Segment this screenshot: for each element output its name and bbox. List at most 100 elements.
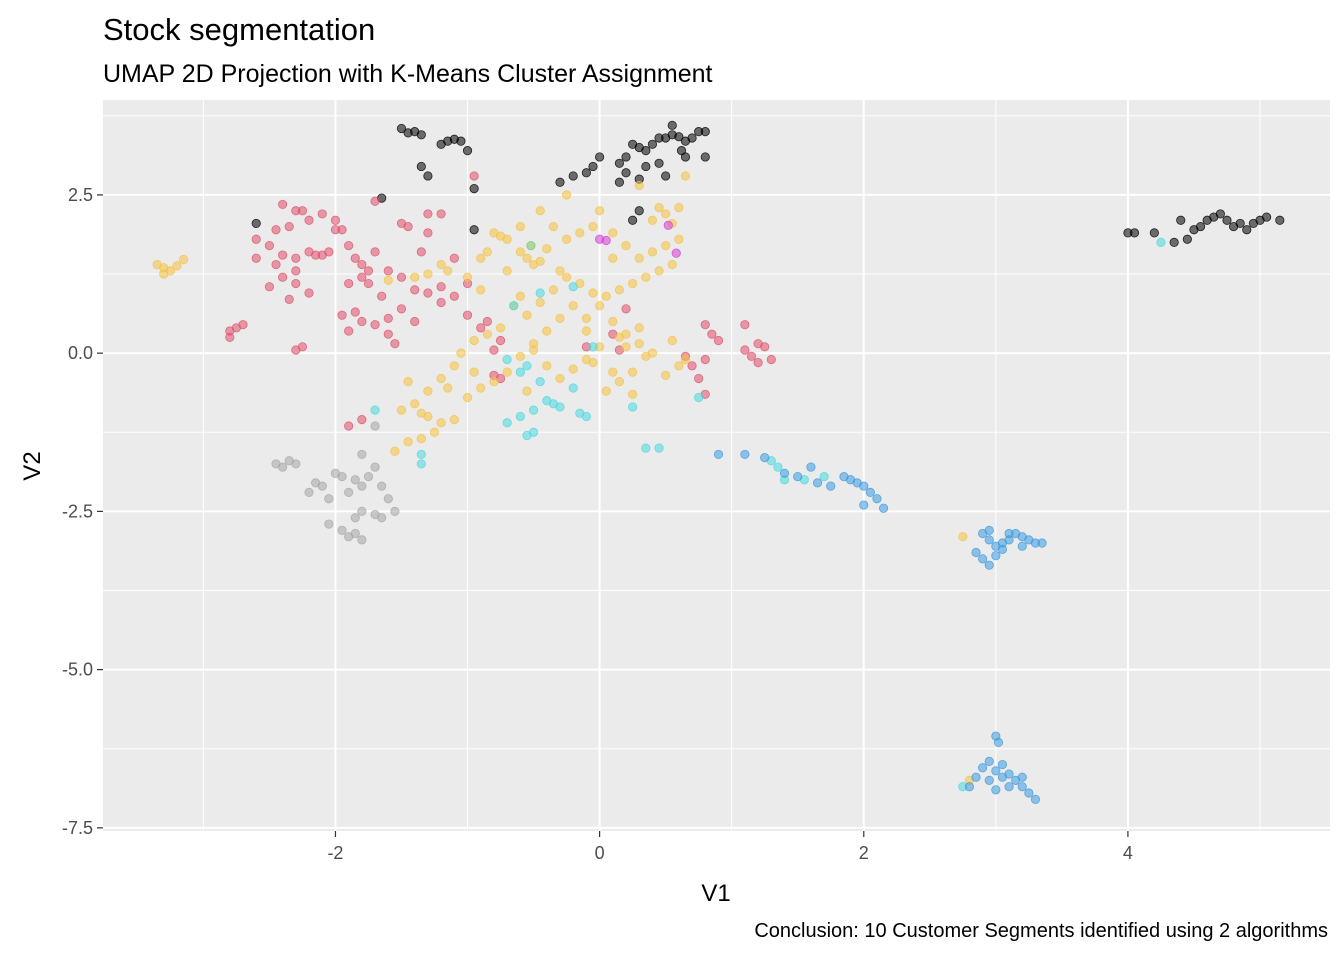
cluster-3-point [614,285,625,295]
x-axis-title: V1 [701,880,730,907]
cluster-2-point [462,310,473,320]
cluster-1-point [588,161,598,172]
cluster-3-point [159,269,169,279]
cluster-3-point [595,206,605,216]
cluster-2-point [337,310,347,320]
cluster-1-point [1215,209,1225,219]
cluster-2-point [489,345,499,355]
cluster-3-point [561,272,572,282]
cluster-6-point [357,481,367,491]
cluster-1-point [680,152,691,162]
cluster-1-point [581,168,592,178]
cluster-3-point [601,386,611,396]
cluster-5-point [1017,772,1027,782]
cluster-4-point [1156,237,1166,248]
cluster-6-point [291,459,301,469]
cluster-5-point [740,449,750,460]
cluster-3-point [542,361,552,371]
cluster-2-point [363,266,374,276]
cluster-2-point [344,421,354,431]
cluster-3-point [436,259,446,270]
cluster-3-point [588,358,598,368]
cluster-3-point [489,377,499,387]
cluster-3-point [416,434,426,444]
cluster-2-point [350,253,360,263]
cluster-4-point [773,462,783,472]
data-points [152,120,1285,804]
cluster-3-point [502,234,512,244]
cluster-4-point [370,405,380,415]
cluster-4-point [416,459,426,469]
cluster-3-point [443,383,453,393]
cluster-3-point [608,316,618,327]
cluster-2-point [482,316,492,327]
cluster-2-point [746,351,757,361]
cluster-2-point [396,272,407,282]
cluster-5-point [1004,782,1014,792]
cluster-7-point [663,220,673,230]
cluster-2-point [344,278,354,289]
cluster-1-point [1262,212,1272,222]
cluster-1-point [462,146,473,156]
cluster-3-point [502,367,512,377]
cluster-5-point [991,551,1001,561]
cluster-1-point [628,215,638,225]
cluster-4-point [535,377,545,387]
cluster-2-point [344,326,354,336]
cluster-4-point [654,443,664,453]
cluster-3-point [548,285,558,295]
cluster-6-point [324,494,334,504]
cluster-2-point [416,247,426,257]
cluster-4-point [555,402,565,412]
cluster-2-point [403,221,413,232]
cluster-5-point [991,785,1001,795]
y-axis-title: V2 [19,451,46,480]
cluster-3-point [674,234,684,244]
cluster-3-point [383,275,393,285]
cluster-3-point [542,326,552,336]
cluster-2-point [291,266,301,276]
cluster-2-point [753,358,763,368]
cluster-7-point [601,235,611,246]
cluster-3-point [482,247,492,257]
cluster-2-point [436,209,446,219]
cluster-3-point [654,266,664,276]
cluster-6-point [383,494,393,504]
cluster-2-point [350,307,360,317]
cluster-2-point [707,329,717,339]
cluster-1-point [595,152,605,162]
cluster-5-point [1037,538,1047,548]
cluster-3-point [634,253,644,263]
cluster-1-point [555,177,565,187]
cluster-3-point [515,351,525,361]
cluster-3-point [647,348,658,358]
cluster-3-point [489,228,499,238]
cluster-4-point [535,288,545,298]
cluster-3-point [495,323,506,333]
cluster-3-point [522,310,532,320]
cluster-3-point [535,297,545,308]
cluster-4-point [522,361,532,371]
cluster-3-point [522,386,532,396]
cluster-1-point [1275,215,1285,225]
cluster-1-point [1169,237,1179,248]
cluster-2-point [291,278,301,289]
cluster-4-point [515,367,525,377]
cluster-1-point [634,206,644,216]
cluster-3-point [535,206,545,216]
cluster-2-point [740,320,750,330]
cluster-5-point [997,538,1008,548]
cluster-3-point [680,171,691,181]
cluster-2-point [304,288,314,298]
cluster-2-point [469,171,479,181]
cluster-2-point [476,323,486,333]
cluster-3-point [449,361,459,371]
x-tick-label: 2 [859,843,869,863]
chart-subtitle: UMAP 2D Projection with K-Means Cluster … [103,60,713,88]
cluster-5-point [1024,788,1034,798]
cluster-2-point [370,320,380,330]
cluster-3-point [403,377,413,387]
cluster-6-point [377,513,387,523]
cluster-3-point [429,427,440,437]
grid-major [103,100,1330,831]
